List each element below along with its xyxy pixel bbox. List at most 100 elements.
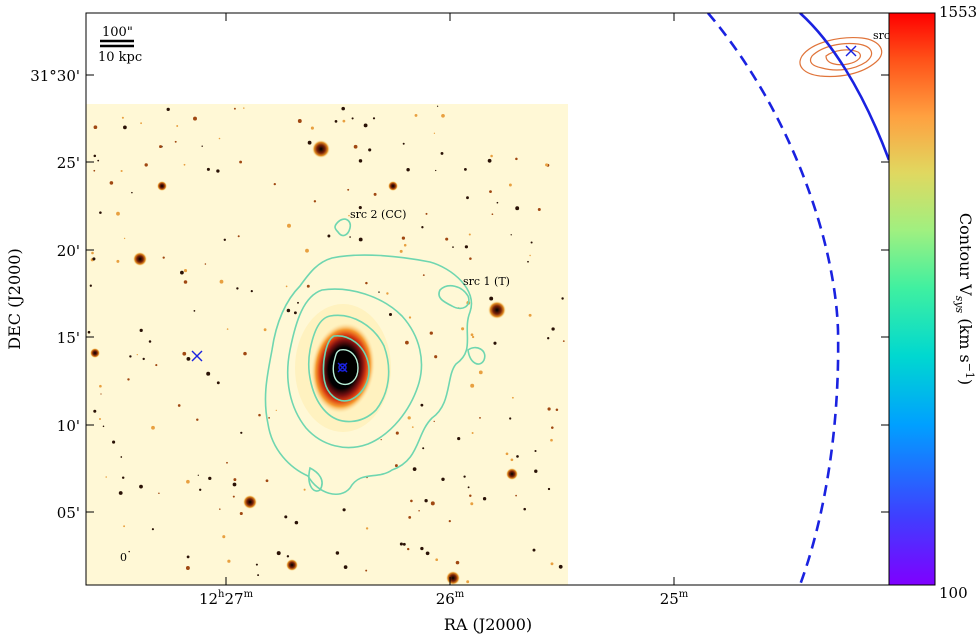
field-star <box>186 357 191 361</box>
field-star <box>116 259 120 263</box>
field-star <box>273 182 276 186</box>
field-star <box>534 449 537 453</box>
field-star <box>102 425 105 428</box>
field-star <box>478 370 483 375</box>
field-star <box>93 125 98 130</box>
field-star <box>425 212 428 215</box>
field-star <box>131 191 133 194</box>
field-star <box>258 413 261 417</box>
field-star <box>263 328 267 332</box>
field-star <box>479 417 481 419</box>
field-star <box>388 312 393 317</box>
field-star <box>307 140 312 145</box>
field-star <box>547 407 551 411</box>
src7-contour-mid <box>809 42 873 71</box>
field-star <box>470 333 474 337</box>
field-star <box>180 270 184 275</box>
field-star <box>464 245 469 249</box>
field-star <box>516 455 519 458</box>
field-star <box>232 482 237 487</box>
field-star <box>250 290 253 293</box>
field-star <box>424 499 428 503</box>
field-star <box>509 417 512 420</box>
field-star <box>493 341 497 345</box>
field-star <box>223 238 226 241</box>
field-star <box>399 249 403 253</box>
bright-star <box>243 495 257 509</box>
field-star <box>368 148 372 152</box>
field-star <box>418 509 420 512</box>
field-star <box>276 551 281 556</box>
field-star <box>285 285 288 288</box>
field-star <box>112 440 116 444</box>
field-star <box>136 353 138 356</box>
field-star <box>174 140 177 143</box>
field-star <box>399 542 403 546</box>
field-star <box>562 340 565 342</box>
field-star <box>405 340 409 345</box>
field-star <box>469 494 472 498</box>
field-star <box>128 550 130 553</box>
field-star <box>402 142 405 145</box>
marker-cross-src7 <box>845 45 857 57</box>
field-star <box>127 378 130 381</box>
field-star <box>123 237 126 240</box>
label-src2: src 2 (CC) <box>350 208 406 221</box>
field-star <box>511 396 514 399</box>
field-star <box>219 508 221 510</box>
field-star <box>97 159 100 162</box>
bright-star <box>90 348 100 358</box>
field-star <box>420 546 424 551</box>
field-star <box>206 167 210 171</box>
field-star <box>265 479 269 483</box>
field-star <box>99 418 101 420</box>
field-star <box>468 233 471 236</box>
field-star <box>177 404 181 407</box>
x-tick-label-12h27m: 12h27m <box>199 589 254 608</box>
field-star <box>123 525 126 528</box>
field-star <box>120 169 123 173</box>
field-star <box>510 458 514 462</box>
field-star <box>284 515 288 519</box>
field-star <box>89 284 92 287</box>
scale-bar: 100" 10 kpc <box>98 25 142 65</box>
field-star <box>297 301 299 304</box>
bright-star <box>446 571 460 585</box>
field-star <box>482 497 487 501</box>
field-star <box>142 357 145 361</box>
x-tick-label-25m: 25m <box>660 589 689 608</box>
field-star <box>434 355 438 359</box>
field-star <box>226 328 229 330</box>
field-star <box>430 501 435 506</box>
field-star <box>461 327 465 331</box>
field-star <box>373 192 377 196</box>
field-star <box>448 519 451 523</box>
field-star <box>293 311 297 315</box>
field-star <box>523 507 526 511</box>
field-star <box>183 163 186 166</box>
field-star <box>233 478 237 482</box>
src7-contour-outer <box>799 37 883 78</box>
field-star <box>303 488 306 491</box>
field-star <box>433 132 436 134</box>
field-star <box>436 105 439 107</box>
field-star <box>151 425 155 430</box>
field-star <box>120 456 123 458</box>
contour-core-inner <box>332 349 359 386</box>
field-star <box>287 223 291 228</box>
src7-contour-inner <box>825 49 861 66</box>
x-axis-title: RA (J2000) <box>444 615 532 634</box>
field-star <box>558 564 563 569</box>
bright-star <box>133 252 147 266</box>
field-star <box>87 330 91 334</box>
field-star <box>140 122 142 125</box>
field-star <box>148 340 152 343</box>
field-star <box>197 474 199 476</box>
field-star <box>144 163 148 167</box>
field-star <box>433 420 435 423</box>
field-star <box>92 257 96 261</box>
field-star <box>386 292 389 295</box>
field-star <box>515 206 520 211</box>
field-star <box>275 409 277 412</box>
